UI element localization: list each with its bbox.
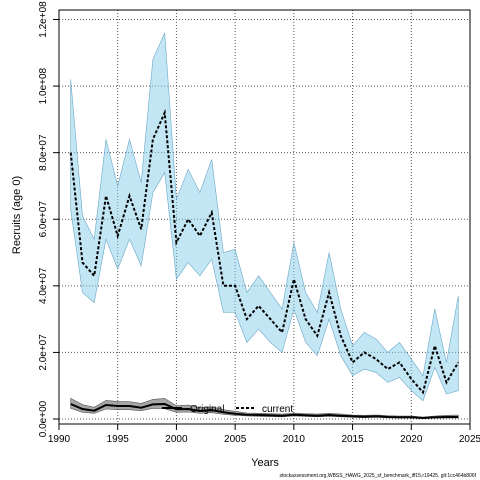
y-tick-label: 1.0e+08 — [38, 67, 49, 104]
y-tick-label: 1.2e+08 — [38, 1, 49, 38]
x-tick-label: 2010 — [283, 434, 306, 445]
confidence-bands — [70, 32, 459, 419]
y-tick-label: 0.0e+00 — [38, 400, 49, 437]
x-axis-label: Years — [251, 457, 279, 469]
y-tick-label: 4.0e+07 — [38, 267, 49, 304]
legend: Original current — [162, 404, 293, 415]
line-original — [70, 402, 459, 420]
series-lines — [69, 108, 460, 420]
x-tick-label: 2000 — [165, 434, 188, 445]
x-tick-label: 2020 — [400, 434, 423, 445]
x-tick-label: 2015 — [341, 434, 364, 445]
y-tick-label: 6.0e+07 — [38, 201, 49, 238]
x-tick-label: 1990 — [48, 434, 71, 445]
y-axis-label: Recruits (age 0) — [11, 176, 23, 254]
x-tick-label: 2005 — [224, 434, 247, 445]
y-tick-label: 8.0e+07 — [38, 134, 49, 171]
legend-label-current: current — [262, 404, 293, 415]
line-current — [69, 108, 460, 395]
y-tick-label: 2.0e+07 — [38, 334, 49, 371]
legend-label-original: Original — [190, 404, 224, 415]
y-axis: 0.0e+00 2.0e+07 4.0e+07 6.0e+07 8.0e+07 1.0e+… — [38, 1, 60, 437]
x-axis: 1990 1995 2000 2005 2010 2015 2020 2025 — [48, 423, 480, 445]
x-tick-label: 1995 — [107, 434, 130, 445]
band-current — [70, 32, 459, 402]
x-tick-label: 2025 — [459, 434, 480, 445]
footer-note: stockassessment.org,WBSS_HAWG_2025_sf_be… — [280, 473, 477, 479]
